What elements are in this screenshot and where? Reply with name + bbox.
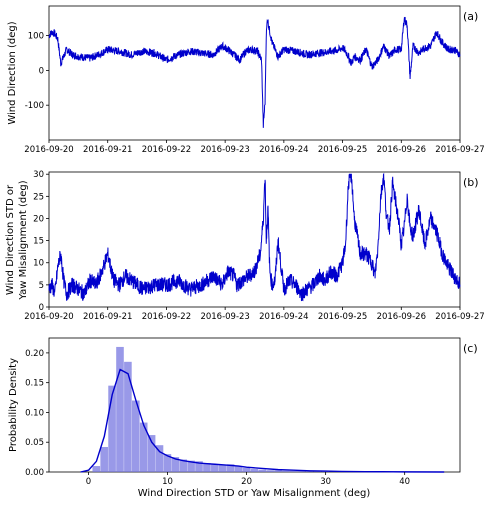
panel-b-y-label-text: Wind Direction STD or [5,184,16,295]
kde-line [80,368,445,473]
x-tick-label: 40 [399,477,410,487]
panel-a-x-ticks: 2016-09-20 2016-09-21 2016-09-22 2016-09-23… [24,140,485,155]
panel-b-plot-area [48,172,461,302]
x-tick-label: 2016-09-23 [200,145,249,155]
x-tick-label: 2016-09-24 [259,312,308,322]
x-tick-label: 2016-09-20 [24,145,73,155]
panel-b-y-label-line1: Wind Direction STD or [5,184,16,295]
histogram-bar [116,346,124,472]
histogram-bar [92,466,101,472]
series-line [48,172,461,302]
panel-a-frame [48,5,461,141]
y-tick-label: 25 [33,192,44,202]
x-tick-label: 0 [86,477,91,487]
panel-c-label: (c) [463,342,478,355]
y-tick-label: 0.00 [25,468,44,478]
y-tick-label: 0 [39,66,44,76]
x-tick-label: 2016-09-27 [435,312,484,322]
histogram-bar [203,463,211,472]
histogram-bar [266,470,274,472]
panel-b-y-label-text-2: Yaw Misalignment (deg) [18,180,29,300]
y-tick-label: 30 [33,170,44,180]
x-tick-label: 2016-09-23 [200,312,249,322]
series-line [48,16,461,128]
panel-a-y-label: Wind Direction (deg) [7,21,18,124]
histogram-bar [305,471,314,472]
x-tick-label: 2016-09-20 [24,312,73,322]
histogram-bar [313,471,322,472]
x-tick-label: 20 [241,477,252,487]
histogram-bar [171,457,180,472]
x-tick-label: 2016-09-26 [377,312,426,322]
y-tick-label: 5 [39,281,44,291]
histogram-bar [258,469,267,472]
panel-c-x-ticks: 0 10 20 30 40 [86,472,410,487]
histogram-bar [147,435,156,472]
y-tick-label: 0.20 [25,349,44,359]
panel-b-frame [48,171,461,308]
histogram-bar [274,470,282,472]
histogram-bar [290,470,298,472]
histogram-bar [139,422,148,472]
x-tick-label: 2016-09-24 [259,145,308,155]
panel-b-x-ticks: 2016-09-20 2016-09-21 2016-09-22 2016-09-23… [24,307,485,322]
histogram-bar [234,466,243,472]
x-tick-label: 30 [320,477,331,487]
histogram-bar [218,464,227,472]
histogram-bar [108,385,116,472]
panel-a-label: (a) [463,10,478,23]
y-tick-label: -100 [25,101,44,111]
histogram-bar [155,445,164,472]
panel-c-kde [80,368,445,473]
y-tick-label: 0.05 [25,438,44,448]
x-tick-label: 2016-09-25 [318,145,367,155]
x-tick-label: 2016-09-25 [318,312,367,322]
panel-c-y-label: Probability Density [8,358,19,452]
x-tick-label: 2016-09-27 [435,145,484,155]
histogram-bar [163,454,172,472]
histogram-bar [131,400,140,472]
histogram-bar [100,446,108,472]
panel-c: 0.00 0.05 0.10 0.15 0.20 0 10 20 30 40 Probabili… [8,337,478,499]
x-tick-label: 2016-09-22 [142,145,191,155]
y-tick-label: 20 [33,214,44,224]
panel-b-label: (b) [463,176,479,189]
x-tick-label: 2016-09-21 [83,145,132,155]
y-tick-label: 10 [33,259,44,269]
histogram-bar [211,464,219,472]
y-tick-label: 0.15 [25,379,44,389]
histogram-bar [187,460,195,472]
x-tick-label: 10 [162,477,173,487]
panel-b-y-label-line2: Yaw Misalignment (deg) [18,180,29,300]
histogram-bar [282,470,290,472]
histogram-bar [124,361,132,472]
panel-c-y-ticks: 0.00 0.05 0.10 0.15 0.20 [25,349,49,478]
panel-b-y-ticks: 0 5 10 15 20 25 30 [33,170,49,313]
histogram-bar [226,464,235,472]
histogram-bar [297,470,306,472]
y-tick-label: 15 [33,237,44,247]
panel-c-x-label: Wind Direction STD or Yaw Misalignment (… [138,488,371,499]
histogram-bar [250,469,259,472]
x-tick-label: 2016-09-22 [142,312,191,322]
histogram-bar [179,459,188,472]
x-tick-label: 2016-09-26 [377,145,426,155]
panel-a-y-ticks: -100 0 100 [25,32,49,111]
x-tick-label: 2016-09-21 [83,312,132,322]
y-tick-label: 0 [39,303,44,313]
y-tick-label: 100 [28,32,44,42]
histogram-bar [242,467,251,472]
histogram-bar [195,461,203,472]
panel-c-histogram [92,346,330,472]
y-tick-label: 0.10 [25,408,44,418]
panel-a-plot-area [48,16,461,128]
